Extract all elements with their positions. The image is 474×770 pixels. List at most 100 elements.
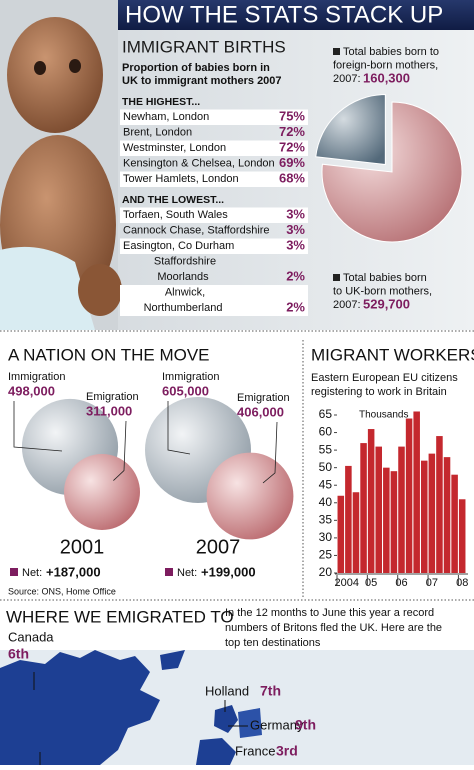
- value-label: 160,300: [363, 70, 410, 85]
- map: [0, 650, 474, 765]
- y-tick-label: 30: [319, 530, 333, 544]
- series-label: Emigration: [86, 391, 139, 403]
- percentage: 3%: [286, 237, 305, 252]
- legend-label: Total babies born: [343, 272, 427, 284]
- country-label: Canada: [8, 629, 54, 644]
- subtitle: Eastern European EU citizens: [311, 372, 458, 384]
- leader-line: [167, 401, 191, 455]
- place: Easington, Co Durham: [123, 240, 234, 252]
- legend-label: foreign-born mothers,: [333, 59, 438, 71]
- bar: [443, 457, 451, 573]
- bar: [390, 471, 398, 573]
- y-tick-label: 20: [319, 565, 333, 579]
- bubble: [64, 454, 140, 530]
- bar: [458, 499, 466, 573]
- header-title: HOW THE STATS STACK UP: [125, 1, 443, 28]
- pie-slice: [315, 94, 386, 166]
- y-tick-label: 35: [319, 513, 333, 527]
- net-value: +199,000: [201, 564, 256, 579]
- x-tick-label: 08: [456, 577, 468, 589]
- legend-swatch: [333, 48, 340, 55]
- percentage: 75%: [279, 108, 305, 123]
- bar: [352, 492, 360, 573]
- legend-swatch: [333, 274, 340, 281]
- subtitle: UK to immigrant mothers 2007: [122, 75, 282, 87]
- row-background: [120, 207, 308, 223]
- bar: [337, 495, 345, 573]
- row-background: [120, 285, 308, 316]
- bar: [383, 467, 390, 573]
- value-label: 529,700: [363, 296, 410, 311]
- bar: [345, 465, 352, 573]
- legend-label: 2007:: [333, 73, 361, 85]
- leader-line: [113, 420, 127, 481]
- place: Torfaen, South Wales: [123, 209, 228, 221]
- section-title: MIGRANT WORKERS: [311, 345, 474, 364]
- percentage: 72%: [279, 139, 305, 154]
- net-swatch: [10, 568, 18, 576]
- country-label: France: [235, 743, 275, 758]
- y-tick-label: 55: [319, 442, 333, 456]
- year-label: 2001: [60, 536, 105, 558]
- series-label: Emigration: [237, 392, 290, 404]
- series-label: Immigration: [162, 371, 219, 383]
- row-background: [120, 109, 308, 125]
- place: Alnwick,: [165, 286, 205, 298]
- value-label: 311,000: [86, 403, 132, 418]
- place: Northumberland: [144, 302, 223, 314]
- bar: [428, 453, 436, 573]
- bar: [451, 474, 458, 573]
- percentage: 72%: [279, 124, 305, 139]
- country-label: Holland: [205, 683, 249, 698]
- series-label: Immigration: [8, 371, 65, 383]
- section-title: IMMIGRANT BIRTHS: [122, 37, 286, 56]
- legend-label: to UK-born mothers,: [333, 285, 432, 297]
- place: Moorlands: [157, 271, 209, 283]
- leader-line: [262, 421, 278, 484]
- net-label: Net:: [22, 567, 42, 579]
- intro-text: numbers of Britons fled the UK. Here are…: [225, 622, 442, 634]
- section-title: A NATION ON THE MOVE: [8, 345, 210, 364]
- intro-text: top ten destinations: [225, 637, 321, 649]
- row-background: [120, 171, 308, 187]
- x-tick-label: 07: [426, 577, 438, 589]
- percentage: 3%: [286, 222, 305, 237]
- net-label: Net:: [177, 567, 197, 579]
- value-label: 498,000: [8, 383, 55, 398]
- bar: [360, 443, 367, 573]
- subtitle: registering to work in Britain: [311, 386, 447, 398]
- pie-slice: [321, 101, 463, 243]
- x-tick-label: 2004: [335, 577, 359, 589]
- list-heading: AND THE LOWEST...: [122, 194, 224, 206]
- subtitle: Proportion of babies born in: [122, 62, 270, 74]
- country-label: Germany: [250, 717, 304, 732]
- y-tick-label: 65: [319, 407, 333, 421]
- bar: [413, 411, 420, 573]
- place: Staffordshire: [154, 255, 216, 267]
- place: Kensington & Chelsea, London: [123, 157, 275, 169]
- place: Westminster, London: [123, 142, 226, 154]
- y-tick-label: 50: [319, 460, 333, 474]
- x-tick-label: 06: [395, 577, 407, 589]
- y-tick-label: 40: [319, 495, 333, 509]
- bar: [375, 446, 382, 573]
- baby-photo: [0, 0, 122, 330]
- x-tick-label: 05: [365, 577, 377, 589]
- percentage: 2%: [286, 299, 305, 314]
- section-title: WHERE WE EMIGRATED TO: [6, 607, 234, 626]
- rank-label: 9th: [295, 717, 316, 733]
- net-value: +187,000: [46, 564, 101, 579]
- bar: [436, 436, 443, 573]
- percentage: 2%: [286, 268, 305, 283]
- bubble: [206, 452, 294, 540]
- row-background: [120, 238, 308, 254]
- percentage: 3%: [286, 206, 305, 221]
- leader-line: [13, 401, 63, 452]
- place: Cannock Chase, Staffordshire: [123, 224, 270, 236]
- axis-label: Thousands: [359, 410, 408, 421]
- place: Brent, London: [123, 126, 192, 138]
- place: Tower Hamlets, London: [123, 173, 239, 185]
- rank-label: 3rd: [276, 743, 298, 759]
- value-label: 406,000: [237, 404, 284, 419]
